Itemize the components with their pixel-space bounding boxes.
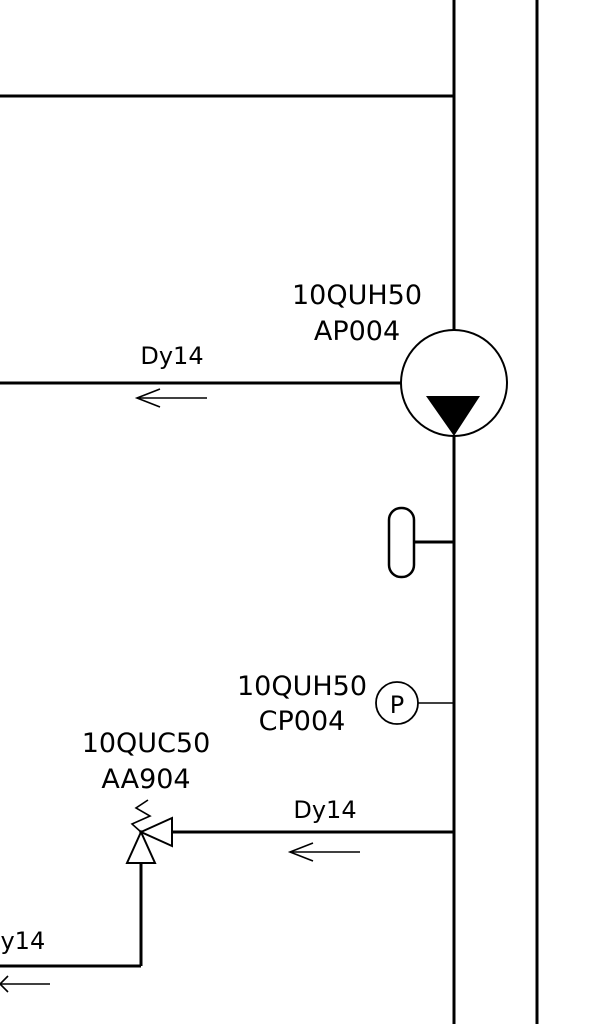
flow-arrow-left-icon bbox=[0, 975, 50, 993]
relief-valve-id-label: AA904 bbox=[101, 764, 190, 795]
pressure-gauge-letter: P bbox=[390, 691, 404, 719]
pump-symbol bbox=[400, 329, 508, 437]
relief-inlet-dy-label: Dy14 bbox=[293, 796, 356, 824]
pressure-gauge-id-label: CP004 bbox=[259, 706, 346, 737]
capsule-instrument-symbol bbox=[387, 506, 416, 579]
pump-id-label: AP004 bbox=[314, 316, 400, 347]
pump-tag-label: 10QUH50 bbox=[292, 280, 422, 311]
pressure-gauge-tag-label: 10QUH50 bbox=[237, 671, 367, 702]
flow-arrow-left-icon bbox=[134, 388, 207, 408]
pump-outlet-dy-label: Dy14 bbox=[140, 342, 203, 370]
flow-arrow-left-icon bbox=[287, 842, 360, 862]
relief-valve-tag-label: 10QUC50 bbox=[82, 728, 211, 759]
relief-valve-symbol bbox=[125, 799, 173, 864]
relief-outlet-dy-label: Dy14 bbox=[0, 927, 45, 955]
